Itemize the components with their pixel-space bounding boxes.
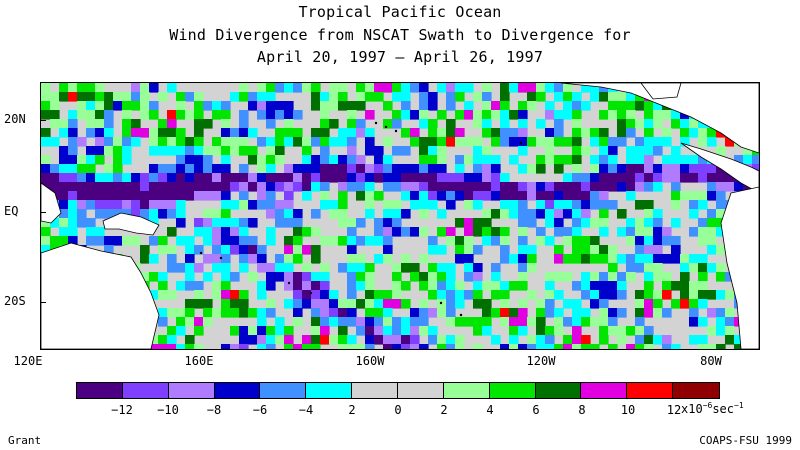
legend-units: x10−6sec−1: [681, 401, 744, 416]
legend-swatch-4: [260, 383, 307, 398]
land-australia: [41, 242, 160, 349]
lon-label-160w: 160W: [355, 354, 385, 368]
legend-swatch-9: [489, 383, 536, 398]
legend-swatch-11: [581, 383, 628, 398]
legend-swatch-7: [398, 383, 444, 398]
lat-tick-eq: [40, 212, 46, 213]
land-masses: [41, 83, 759, 349]
legend-swatch-8: [443, 383, 490, 398]
legend-swatch-1: [122, 383, 169, 398]
land-new-guinea: [102, 212, 160, 236]
land-caribbean: [640, 83, 682, 100]
legend-tick-label: 2: [440, 403, 448, 417]
color-legend: [76, 382, 720, 399]
lon-label-160e: 160E: [184, 354, 214, 368]
legend-swatch-10: [535, 383, 582, 398]
lat-tick-20n: [40, 120, 46, 121]
lat-label-20s: 20S: [4, 294, 26, 308]
author-credit: Grant: [8, 434, 42, 447]
legend-tick-label: 6: [532, 403, 540, 417]
divergence-field: [41, 83, 759, 349]
legend-tick-label: 2: [348, 403, 356, 417]
legend-tick-label: 12: [666, 403, 682, 417]
map-title: Tropical Pacific Ocean: [298, 3, 502, 21]
legend-tick-label: 0: [394, 403, 402, 417]
land-south-america: [720, 186, 759, 349]
legend-swatch-3: [214, 383, 261, 398]
divergence-blobs: [41, 83, 759, 349]
lon-label-80w: 80W: [700, 354, 722, 368]
legend-swatch-12: [627, 383, 674, 398]
land-mexico: [560, 83, 759, 154]
lat-label-eq: EQ: [4, 204, 19, 218]
legend-tick-label: −8: [206, 403, 222, 417]
lat-tick-20s: [40, 302, 46, 303]
lon-label-120e: 120E: [13, 354, 43, 368]
land-borneo: [41, 182, 62, 224]
legend-tick-label: 4: [486, 403, 494, 417]
legend-tick-label: −6: [252, 403, 268, 417]
divergence-map: [40, 82, 760, 350]
legend-swatch-5: [306, 383, 353, 398]
land-central-america: [680, 142, 759, 194]
legend-tick-label: −12: [111, 403, 133, 417]
organization-credit: COAPS-FSU 1999: [699, 434, 792, 447]
legend-swatch-0: [77, 383, 123, 398]
legend-tick-label: 10: [620, 403, 636, 417]
legend-swatch-13: [673, 383, 720, 398]
legend-swatch-6: [352, 383, 399, 398]
map-subtitle: Wind Divergence from NSCAT Swath to Dive…: [169, 26, 631, 44]
lat-label-20n: 20N: [4, 112, 26, 126]
map-date-range: April 20, 1997 – April 26, 1997: [256, 48, 544, 66]
legend-tick-label: 8: [578, 403, 586, 417]
legend-tick-label: −4: [298, 403, 314, 417]
lon-label-120w: 120W: [526, 354, 556, 368]
small-islands: [199, 121, 523, 317]
legend-tick-label: −10: [157, 403, 179, 417]
legend-swatch-2: [168, 383, 215, 398]
